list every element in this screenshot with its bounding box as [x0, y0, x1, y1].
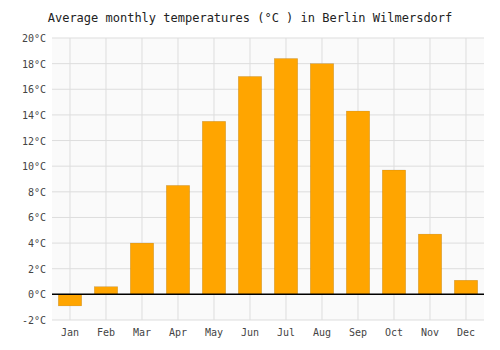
x-tick-label: Mar	[133, 327, 151, 338]
y-grid-line	[52, 191, 484, 192]
chart-container: Average monthly temperatures (°C ) in Be…	[0, 0, 500, 350]
bar	[454, 280, 477, 294]
bars	[58, 59, 477, 306]
bar	[130, 243, 153, 294]
y-tick-label: 4°C	[28, 238, 46, 249]
grid	[52, 38, 484, 320]
y-grid-line	[52, 89, 484, 90]
bar	[202, 121, 225, 294]
y-tick-label: 2°C	[28, 264, 46, 275]
x-tick-label: Sep	[349, 327, 367, 338]
bar	[94, 287, 117, 295]
y-grid-line	[52, 166, 484, 167]
bar	[418, 234, 441, 294]
y-tick-label: 20°C	[22, 33, 46, 44]
x-tick-label: Apr	[169, 327, 187, 338]
bar	[238, 76, 261, 294]
y-tick-label: 0°C	[28, 289, 46, 300]
x-tick-label: Feb	[97, 327, 115, 338]
x-tick-label: May	[205, 327, 223, 338]
bar	[58, 294, 81, 306]
chart: Average monthly temperatures (°C ) in Be…	[0, 0, 500, 350]
x-tick-label: Jan	[61, 327, 79, 338]
y-tick-label: 10°C	[22, 161, 46, 172]
x-tick-label: Oct	[385, 327, 403, 338]
y-tick-label: 6°C	[28, 212, 46, 223]
bar	[166, 185, 189, 294]
x-grid-line	[70, 38, 71, 320]
bar	[310, 64, 333, 295]
x-tick-label: Jul	[277, 327, 295, 338]
y-grid-line	[52, 320, 484, 321]
x-tick-label: Jun	[241, 327, 259, 338]
y-grid-line	[52, 217, 484, 218]
x-tick-label: Dec	[457, 327, 475, 338]
x-grid-line	[106, 38, 107, 320]
y-grid-line	[52, 63, 484, 64]
y-grid-line	[52, 294, 484, 295]
bar	[382, 170, 405, 294]
y-tick-label: -2°C	[22, 315, 46, 326]
x-tick-label: Nov	[421, 327, 439, 338]
y-tick-label: 16°C	[22, 84, 46, 95]
y-tick-label: 12°C	[22, 136, 46, 147]
y-grid-line	[52, 140, 484, 141]
bar	[274, 59, 297, 295]
y-grid-line	[52, 38, 484, 39]
bar	[346, 111, 369, 294]
y-tick-label: 8°C	[28, 187, 46, 198]
zero-line	[52, 294, 484, 296]
y-tick-label: 18°C	[22, 59, 46, 70]
y-tick-label: 14°C	[22, 110, 46, 121]
plot-area	[52, 38, 484, 320]
y-grid-line	[52, 114, 484, 115]
title: Average monthly temperatures (°C ) in Be…	[48, 11, 453, 25]
x-tick-label: Aug	[313, 327, 331, 338]
x-grid-line	[466, 38, 467, 320]
